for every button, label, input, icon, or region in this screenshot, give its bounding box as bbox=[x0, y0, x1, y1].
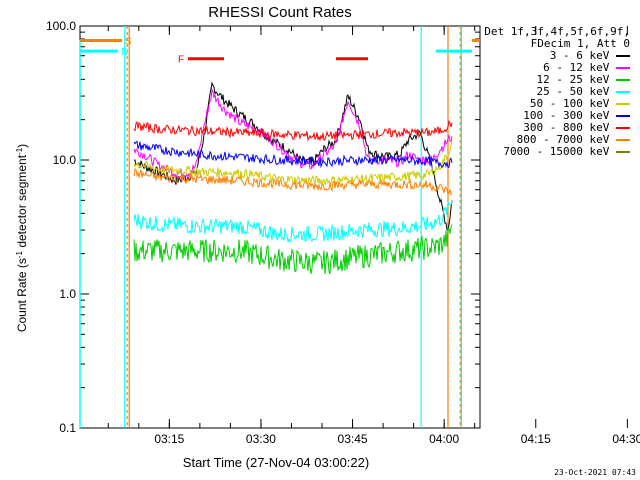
legend-items: 3 - 6 keV 6 - 12 keV 12 - 25 keV 25 - 50… bbox=[470, 50, 630, 158]
legend-swatch bbox=[616, 103, 630, 105]
legend-swatch bbox=[616, 151, 630, 153]
x-tick-label: 03:45 bbox=[338, 432, 368, 446]
legend-item-label: 3 - 6 keV bbox=[549, 49, 616, 62]
legend-item: 100 - 300 keV bbox=[470, 110, 630, 122]
span-label-s: S bbox=[125, 36, 132, 47]
legend-swatch bbox=[616, 115, 630, 117]
legend-swatch bbox=[616, 91, 630, 93]
x-axis-label: Start Time (27-Nov-04 03:00:22) bbox=[183, 455, 369, 470]
span-label-n: N bbox=[121, 47, 128, 58]
legend-item: 6 - 12 keV bbox=[470, 62, 630, 74]
y-tick-label: 10.0 bbox=[53, 153, 77, 167]
series-line-1 bbox=[133, 87, 453, 179]
legend-item-label: 7000 - 15000 keV bbox=[503, 145, 616, 158]
legend-item: 800 - 7000 keV bbox=[470, 134, 630, 146]
legend-header-line-2: FDecim 1, Att 0 bbox=[530, 37, 630, 50]
timestamp: 23-Oct-2021 07:43 bbox=[554, 468, 636, 477]
x-tick-label: 04:00 bbox=[429, 432, 459, 446]
legend-swatch bbox=[616, 139, 630, 141]
legend-item-label: 300 - 800 keV bbox=[523, 121, 616, 134]
legend-swatch bbox=[616, 55, 630, 57]
x-axis-tick-labels: 03:15 03:30 03:45 04:00 04:15 04:30 bbox=[154, 432, 640, 446]
span-label-f: F bbox=[178, 55, 184, 66]
legend-swatch bbox=[616, 127, 630, 129]
legend-swatch bbox=[616, 79, 630, 81]
y-tick-label: 0.1 bbox=[59, 421, 76, 435]
legend-item: 25 - 50 keV bbox=[470, 86, 630, 98]
legend-item: 300 - 800 keV bbox=[470, 122, 630, 134]
legend-item: 7000 - 15000 keV bbox=[470, 146, 630, 158]
legend: Det 1f,3f,4f,5f,6f,9f, FDecim 1, Att 0 3… bbox=[470, 26, 630, 158]
x-tick-label: 04:30 bbox=[612, 432, 640, 446]
series-line-6 bbox=[133, 119, 453, 142]
legend-item-label: 25 - 50 keV bbox=[536, 85, 616, 98]
series-line-3 bbox=[133, 200, 453, 243]
legend-item: 50 - 100 keV bbox=[470, 98, 630, 110]
attenuator-spans: SN F bbox=[79, 26, 480, 428]
legend-item-label: 50 - 100 keV bbox=[529, 97, 616, 110]
y-axis-tick-labels: 0.1 1.0 10.0 100.0 bbox=[46, 19, 76, 435]
series-line-5 bbox=[133, 140, 453, 169]
legend-item-label: 6 - 12 keV bbox=[543, 61, 616, 74]
series-line-2 bbox=[133, 224, 453, 275]
legend-item: 12 - 25 keV bbox=[470, 74, 630, 86]
legend-item-label: 12 - 25 keV bbox=[536, 73, 616, 86]
legend-swatch bbox=[616, 67, 630, 69]
series-lines bbox=[133, 81, 453, 275]
x-tick-label: 03:30 bbox=[246, 432, 276, 446]
y-tick-label: 1.0 bbox=[59, 287, 76, 301]
y-tick-label: 100.0 bbox=[46, 19, 76, 33]
x-tick-label: 04:15 bbox=[521, 432, 551, 446]
legend-item-label: 800 - 7000 keV bbox=[516, 133, 616, 146]
chart-title: RHESSI Count Rates bbox=[208, 4, 351, 21]
series-line-7 bbox=[133, 168, 453, 197]
x-tick-label: 03:15 bbox=[154, 432, 184, 446]
y-axis-label: Count Rate (s-1 detector segment-1) bbox=[15, 144, 30, 332]
legend-item-label: 100 - 300 keV bbox=[523, 109, 616, 122]
legend-header-line-1: Det 1f,3f,4f,5f,6f,9f, bbox=[484, 25, 630, 38]
legend-item: 3 - 6 keV bbox=[470, 50, 630, 62]
